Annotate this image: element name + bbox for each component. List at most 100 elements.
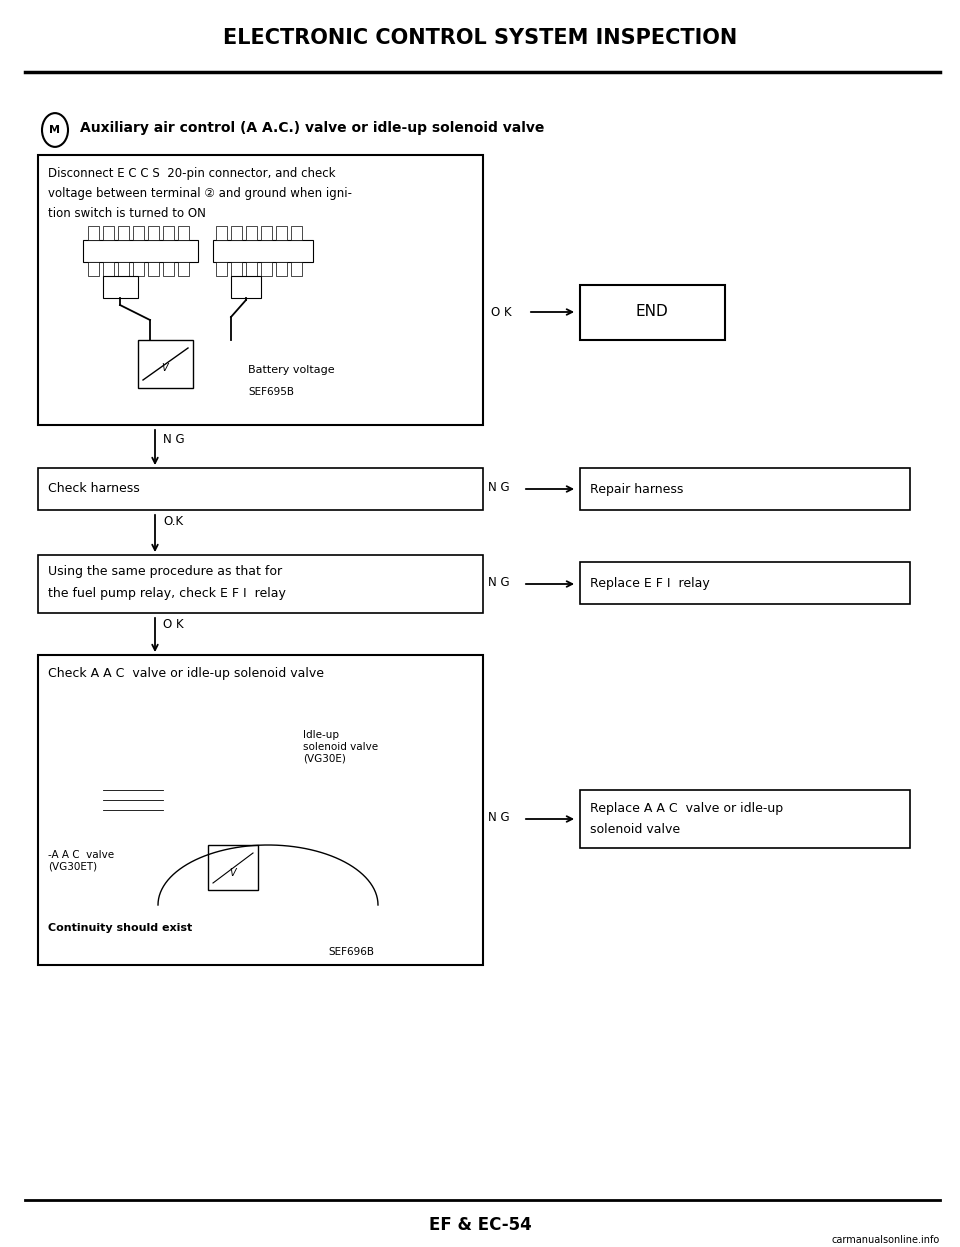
Bar bbox=[148, 226, 159, 239]
Bar bbox=[148, 226, 159, 239]
Bar bbox=[216, 262, 227, 276]
Bar bbox=[103, 262, 114, 276]
Text: Using the same procedure as that for: Using the same procedure as that for bbox=[48, 565, 282, 579]
Text: the fuel pump relay, check E F I  relay: the fuel pump relay, check E F I relay bbox=[48, 587, 286, 600]
Bar bbox=[261, 226, 272, 239]
Bar bbox=[276, 226, 287, 239]
Text: N G: N G bbox=[488, 576, 510, 589]
Bar bbox=[246, 226, 257, 239]
Bar bbox=[83, 239, 198, 262]
Bar bbox=[580, 468, 910, 510]
Bar bbox=[261, 262, 272, 276]
Text: M: M bbox=[50, 125, 60, 135]
Bar bbox=[118, 226, 129, 239]
Bar bbox=[138, 340, 193, 388]
Text: Replace A A C  valve or idle-up: Replace A A C valve or idle-up bbox=[590, 802, 783, 816]
Bar bbox=[103, 276, 138, 298]
Bar bbox=[213, 239, 313, 262]
Text: Continuity should exist: Continuity should exist bbox=[48, 923, 192, 933]
Text: END: END bbox=[636, 304, 668, 319]
Bar bbox=[178, 262, 189, 276]
Bar bbox=[88, 262, 99, 276]
Text: Check A A C  valve or idle-up solenoid valve: Check A A C valve or idle-up solenoid va… bbox=[48, 667, 324, 680]
Text: Replace E F I  relay: Replace E F I relay bbox=[590, 576, 709, 590]
Bar bbox=[133, 262, 144, 276]
Text: voltage between terminal ② and ground when igni-: voltage between terminal ② and ground wh… bbox=[48, 187, 352, 200]
Bar bbox=[38, 555, 483, 614]
Bar bbox=[231, 262, 242, 276]
Bar bbox=[178, 226, 189, 239]
Text: Repair harness: Repair harness bbox=[590, 483, 684, 495]
Bar bbox=[88, 262, 99, 276]
Text: O K: O K bbox=[491, 306, 512, 318]
Bar bbox=[580, 562, 910, 604]
Ellipse shape bbox=[85, 762, 180, 838]
Bar bbox=[133, 226, 144, 239]
Ellipse shape bbox=[346, 798, 411, 853]
Text: N G: N G bbox=[163, 433, 184, 446]
Bar bbox=[231, 262, 242, 276]
Text: solenoid valve: solenoid valve bbox=[590, 823, 680, 835]
Text: N G: N G bbox=[488, 811, 510, 824]
Bar bbox=[133, 262, 144, 276]
Bar bbox=[88, 226, 99, 239]
Bar bbox=[163, 226, 174, 239]
Text: Disconnect E C C S  20-pin connector, and check: Disconnect E C C S 20-pin connector, and… bbox=[48, 167, 335, 180]
Bar bbox=[103, 226, 114, 239]
Bar bbox=[216, 262, 227, 276]
Bar bbox=[231, 276, 261, 298]
Text: V: V bbox=[161, 363, 168, 373]
Text: -A A C  valve
(VG30ET): -A A C valve (VG30ET) bbox=[48, 850, 114, 872]
Bar bbox=[83, 239, 198, 262]
Bar bbox=[291, 262, 302, 276]
Text: Idle-up
solenoid valve
(VG30E): Idle-up solenoid valve (VG30E) bbox=[303, 729, 378, 763]
Text: Battery voltage: Battery voltage bbox=[248, 365, 335, 375]
Bar bbox=[118, 262, 129, 276]
Bar bbox=[231, 226, 242, 239]
Bar bbox=[38, 468, 483, 510]
Bar bbox=[216, 226, 227, 239]
Bar bbox=[178, 226, 189, 239]
Bar bbox=[246, 262, 257, 276]
Text: tion switch is turned to ON: tion switch is turned to ON bbox=[48, 207, 205, 219]
Bar bbox=[276, 262, 287, 276]
Bar bbox=[213, 239, 313, 262]
Bar bbox=[246, 226, 257, 239]
Bar bbox=[103, 226, 114, 239]
Bar bbox=[580, 791, 910, 848]
Text: EF & EC-54: EF & EC-54 bbox=[428, 1216, 532, 1235]
Bar bbox=[88, 226, 99, 239]
Text: ELECTRONIC CONTROL SYSTEM INSPECTION: ELECTRONIC CONTROL SYSTEM INSPECTION bbox=[223, 27, 737, 47]
Text: O.K: O.K bbox=[163, 515, 183, 527]
Bar bbox=[216, 226, 227, 239]
Bar bbox=[261, 226, 272, 239]
Text: SEF696B: SEF696B bbox=[328, 946, 374, 956]
Text: Check harness: Check harness bbox=[48, 483, 140, 495]
Bar bbox=[276, 226, 287, 239]
Text: carmanualsonline.info: carmanualsonline.info bbox=[831, 1235, 940, 1245]
Bar bbox=[38, 655, 483, 965]
Bar bbox=[291, 226, 302, 239]
Text: O K: O K bbox=[163, 619, 183, 631]
Bar bbox=[148, 262, 159, 276]
Text: Auxiliary air control (A A.C.) valve or idle-up solenoid valve: Auxiliary air control (A A.C.) valve or … bbox=[80, 121, 544, 135]
Bar bbox=[118, 262, 129, 276]
Bar bbox=[163, 262, 174, 276]
Bar bbox=[291, 226, 302, 239]
Bar bbox=[276, 262, 287, 276]
Bar bbox=[38, 155, 483, 425]
Text: SEF695B: SEF695B bbox=[248, 387, 294, 397]
Bar bbox=[148, 262, 159, 276]
Bar bbox=[580, 286, 725, 340]
Text: V: V bbox=[229, 868, 236, 878]
Bar bbox=[178, 262, 189, 276]
Bar bbox=[163, 262, 174, 276]
Bar bbox=[246, 262, 257, 276]
Bar bbox=[118, 226, 129, 239]
Bar bbox=[261, 262, 272, 276]
Bar bbox=[208, 845, 258, 890]
Bar bbox=[103, 262, 114, 276]
Bar bbox=[231, 226, 242, 239]
Text: N G: N G bbox=[488, 481, 510, 494]
Bar bbox=[291, 262, 302, 276]
